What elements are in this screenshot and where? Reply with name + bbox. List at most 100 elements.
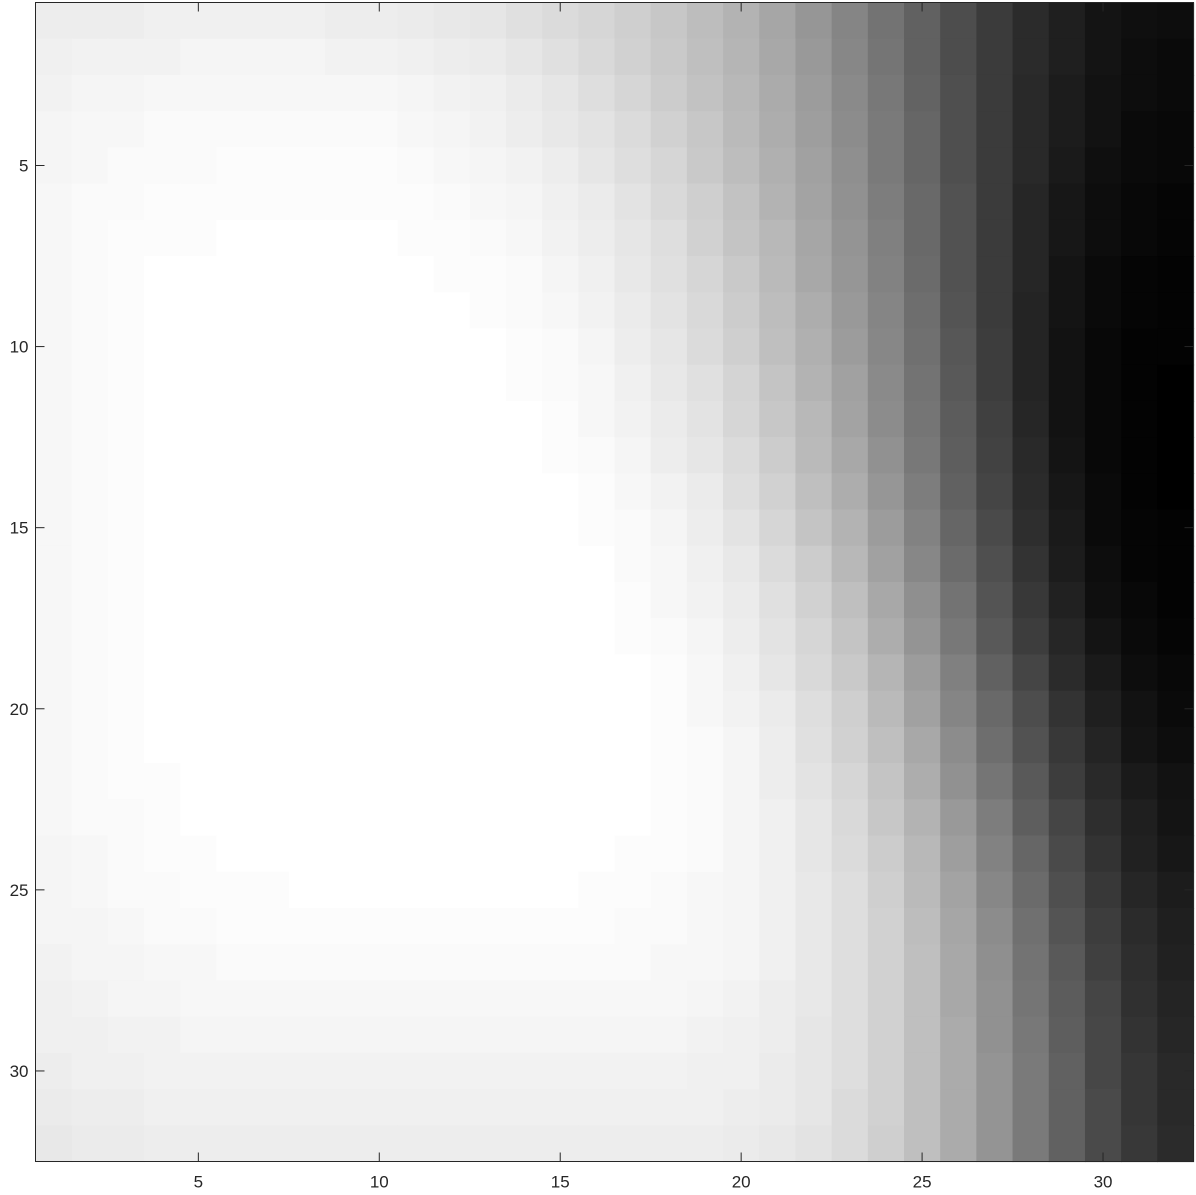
heatmap-cell-r2-c16 (578, 38, 616, 76)
heatmap-cell-r10-c22 (795, 328, 833, 366)
heatmap-cell-r5-c12 (433, 147, 471, 185)
heatmap-cell-r3-c16 (578, 74, 616, 112)
heatmap-cell-r20-c25 (904, 690, 941, 728)
heatmap-cell-r6-c18 (650, 183, 688, 221)
heatmap-cell-r3-c22 (795, 74, 833, 112)
heatmap-cell-r1-c4 (144, 2, 181, 40)
heatmap-cell-r22-c20 (723, 763, 760, 800)
heatmap-cell-r7-c17 (614, 219, 652, 257)
heatmap-cell-r12-c27 (976, 400, 1014, 438)
heatmap-cell-r18-c30 (1084, 618, 1122, 656)
heatmap-cell-r14-c25 (904, 473, 941, 511)
heatmap-cell-r2-c13 (469, 38, 507, 76)
heatmap-cell-r22-c3 (107, 763, 145, 800)
heatmap-cell-r15-c15 (542, 509, 579, 547)
heatmap-cell-r23-c26 (940, 799, 977, 837)
heatmap-cell-r23-c15 (542, 799, 579, 837)
heatmap-cell-r25-c3 (107, 871, 145, 909)
heatmap-cell-r28-c22 (795, 980, 833, 1018)
heatmap-cell-r17-c19 (686, 582, 724, 619)
heatmap-cell-r13-c22 (795, 437, 833, 474)
heatmap-cell-r32-c21 (759, 1125, 797, 1163)
heatmap-cell-r17-c11 (397, 582, 435, 619)
heatmap-cell-r15-c8 (288, 509, 326, 547)
heatmap-cell-r21-c22 (795, 726, 833, 764)
heatmap-cell-r12-c31 (1121, 400, 1158, 438)
heatmap-cell-r20-c16 (578, 690, 616, 728)
heatmap-cell-r32-c27 (976, 1125, 1014, 1163)
heatmap-cell-r3-c23 (831, 74, 869, 112)
heatmap-cell-r3-c25 (904, 74, 941, 112)
heatmap-cell-r21-c27 (976, 726, 1014, 764)
heatmap-cell-r15-c28 (1012, 509, 1050, 547)
heatmap-cell-r4-c19 (686, 111, 724, 148)
heatmap-cell-r5-c3 (107, 147, 145, 185)
heatmap-cell-r13-c21 (759, 437, 797, 474)
heatmap-cell-r17-c13 (469, 582, 507, 619)
heatmap-cell-r31-c8 (288, 1089, 326, 1126)
heatmap-cell-r11-c14 (505, 364, 543, 402)
heatmap-cell-r12-c29 (1048, 400, 1086, 438)
heatmap-cell-r27-c16 (578, 944, 616, 982)
heatmap-cell-r19-c19 (686, 654, 724, 692)
heatmap-cell-r17-c26 (940, 582, 977, 619)
heatmap-cell-r11-c31 (1121, 364, 1158, 402)
heatmap-cell-r31-c27 (976, 1089, 1014, 1126)
heatmap-cell-r32-c6 (216, 1125, 254, 1163)
heatmap-cell-r4-c30 (1084, 111, 1122, 148)
heatmap-cell-r5-c24 (867, 147, 905, 185)
heatmap-cell-r18-c10 (361, 618, 398, 656)
heatmap-cell-r9-c21 (759, 292, 797, 330)
heatmap-cell-r30-c24 (867, 1052, 905, 1090)
heatmap-cell-r13-c8 (288, 437, 326, 474)
heatmap-cell-r25-c19 (686, 871, 724, 909)
heatmap-cell-r12-c5 (180, 400, 218, 438)
heatmap-cell-r29-c9 (325, 1016, 362, 1054)
heatmap-cell-r29-c23 (831, 1016, 869, 1054)
heatmap-cell-r32-c23 (831, 1125, 869, 1163)
heatmap-cell-r28-c9 (325, 980, 362, 1018)
heatmap-cell-r27-c19 (686, 944, 724, 982)
heatmap-cell-r4-c26 (940, 111, 977, 148)
heatmap-cell-r15-c5 (180, 509, 218, 547)
heatmap-cell-r8-c3 (107, 256, 145, 293)
heatmap-cell-r16-c25 (904, 545, 941, 583)
heatmap-cell-r6-c7 (252, 183, 290, 221)
heatmap-cell-r15-c17 (614, 509, 652, 547)
heatmap-cell-r28-c29 (1048, 980, 1086, 1018)
heatmap-cell-r24-c19 (686, 835, 724, 873)
heatmap-cell-r13-c5 (180, 437, 218, 474)
heatmap-cell-r20-c11 (397, 690, 435, 728)
heatmap-cell-r31-c26 (940, 1089, 977, 1126)
heatmap-cell-r25-c15 (542, 871, 579, 909)
heatmap-cell-r8-c23 (831, 256, 869, 293)
heatmap-cell-r24-c24 (867, 835, 905, 873)
heatmap-cell-r13-c10 (361, 437, 398, 474)
heatmap-cell-r21-c5 (180, 726, 218, 764)
heatmap-cell-r26-c10 (361, 907, 398, 945)
heatmap-cell-r32-c17 (614, 1125, 652, 1163)
heatmap-cell-r22-c30 (1084, 763, 1122, 800)
x-tick-label-30: 30 (1094, 1173, 1113, 1192)
heatmap-cell-r30-c31 (1121, 1052, 1158, 1090)
heatmap-cell-r14-c14 (505, 473, 543, 511)
heatmap-cell-r21-c8 (288, 726, 326, 764)
heatmap-cell-r9-c28 (1012, 292, 1050, 330)
heatmap-cell-r21-c28 (1012, 726, 1050, 764)
x-tick-label-20: 20 (732, 1173, 751, 1192)
heatmap-cell-r17-c2 (71, 582, 109, 619)
heatmap-cell-r21-c31 (1121, 726, 1158, 764)
heatmap-cell-r2-c27 (976, 38, 1014, 76)
heatmap-cell-r3-c21 (759, 74, 797, 112)
heatmap-cell-r29-c12 (433, 1016, 471, 1054)
heatmap-cell-r15-c24 (867, 509, 905, 547)
heatmap-cell-r2-c2 (71, 38, 109, 76)
heatmap-cell-r6-c14 (505, 183, 543, 221)
heatmap-cell-r14-c20 (723, 473, 760, 511)
heatmap-cell-r27-c31 (1121, 944, 1158, 982)
heatmap-cell-r31-c7 (252, 1089, 290, 1126)
heatmap-cell-r17-c27 (976, 582, 1014, 619)
heatmap-cell-r16-c3 (107, 545, 145, 583)
x-tick-label-5: 5 (194, 1173, 203, 1192)
heatmap-cell-r26-c23 (831, 907, 869, 945)
